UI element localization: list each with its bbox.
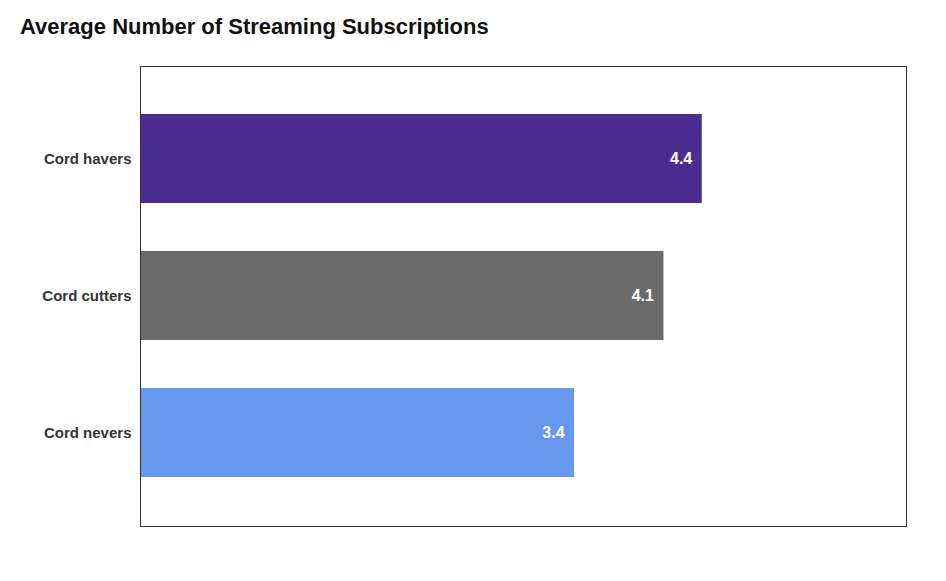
html-text:Average Number of Streaming Su: Average Number of Streaming Subscription… [20, 14, 489, 39]
svg-text:4.1: 4.1 [632, 287, 654, 304]
svg-text:Cord cutters: Cord cutters [42, 287, 131, 304]
svg-text:4.4: 4.4 [670, 150, 692, 167]
svg-text:3.4: 3.4 [542, 424, 564, 441]
svg-text:Cord havers: Cord havers [44, 150, 132, 167]
svg-text:Cord nevers: Cord nevers [44, 424, 132, 441]
